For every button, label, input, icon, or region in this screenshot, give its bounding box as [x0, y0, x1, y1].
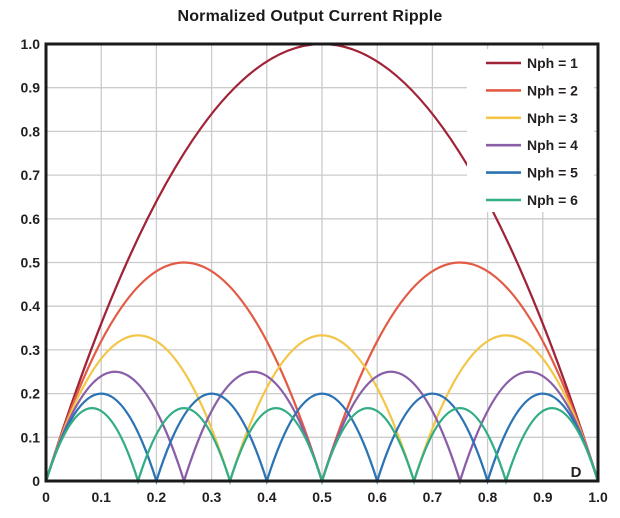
y-tick-label: 0.3 [21, 342, 41, 358]
x-tick-label: 0.6 [367, 489, 387, 505]
x-axis-label: D [571, 464, 582, 481]
x-tick-label: 0.5 [312, 489, 332, 505]
y-tick-label: 0.6 [21, 211, 41, 227]
y-tick-label: 1.0 [21, 36, 41, 52]
legend-label-nph-4: Nph = 4 [527, 137, 578, 153]
x-tick-label: 0.7 [423, 489, 443, 505]
y-tick-label: 0.5 [21, 255, 41, 271]
y-tick-label: 0.2 [21, 386, 41, 402]
legend-label-nph-3: Nph = 3 [527, 110, 578, 126]
y-tick-label: 0.1 [21, 429, 41, 445]
legend-label-nph-2: Nph = 2 [527, 82, 578, 98]
curve-nph-5 [44, 392, 600, 485]
curve-nph-3 [44, 334, 600, 485]
x-tick-label: 0.9 [533, 489, 553, 505]
x-tick-label: 0.4 [257, 489, 277, 505]
x-tick-label: 0.2 [147, 489, 167, 505]
chart-title: Normalized Output Current Ripple [177, 8, 443, 25]
y-tick-label: 0.9 [21, 80, 41, 96]
plot-border [44, 42, 600, 483]
legend-label-nph-1: Nph = 1 [527, 55, 578, 71]
y-tick-label: 0.8 [21, 123, 41, 139]
y-tick-label: 0 [32, 473, 40, 489]
x-tick-label: 1.0 [588, 489, 608, 505]
x-tick-label: 0.3 [202, 489, 222, 505]
x-tick-label: 0 [42, 489, 50, 505]
x-tick-label: 0.8 [478, 489, 498, 505]
legend-label-nph-6: Nph = 6 [527, 192, 578, 208]
legend-label-nph-5: Nph = 5 [527, 165, 578, 181]
y-tick-label: 0.4 [21, 298, 41, 314]
y-tick-label: 0.7 [21, 167, 41, 183]
x-tick-label: 0.1 [91, 489, 111, 505]
legend-background [467, 49, 594, 212]
